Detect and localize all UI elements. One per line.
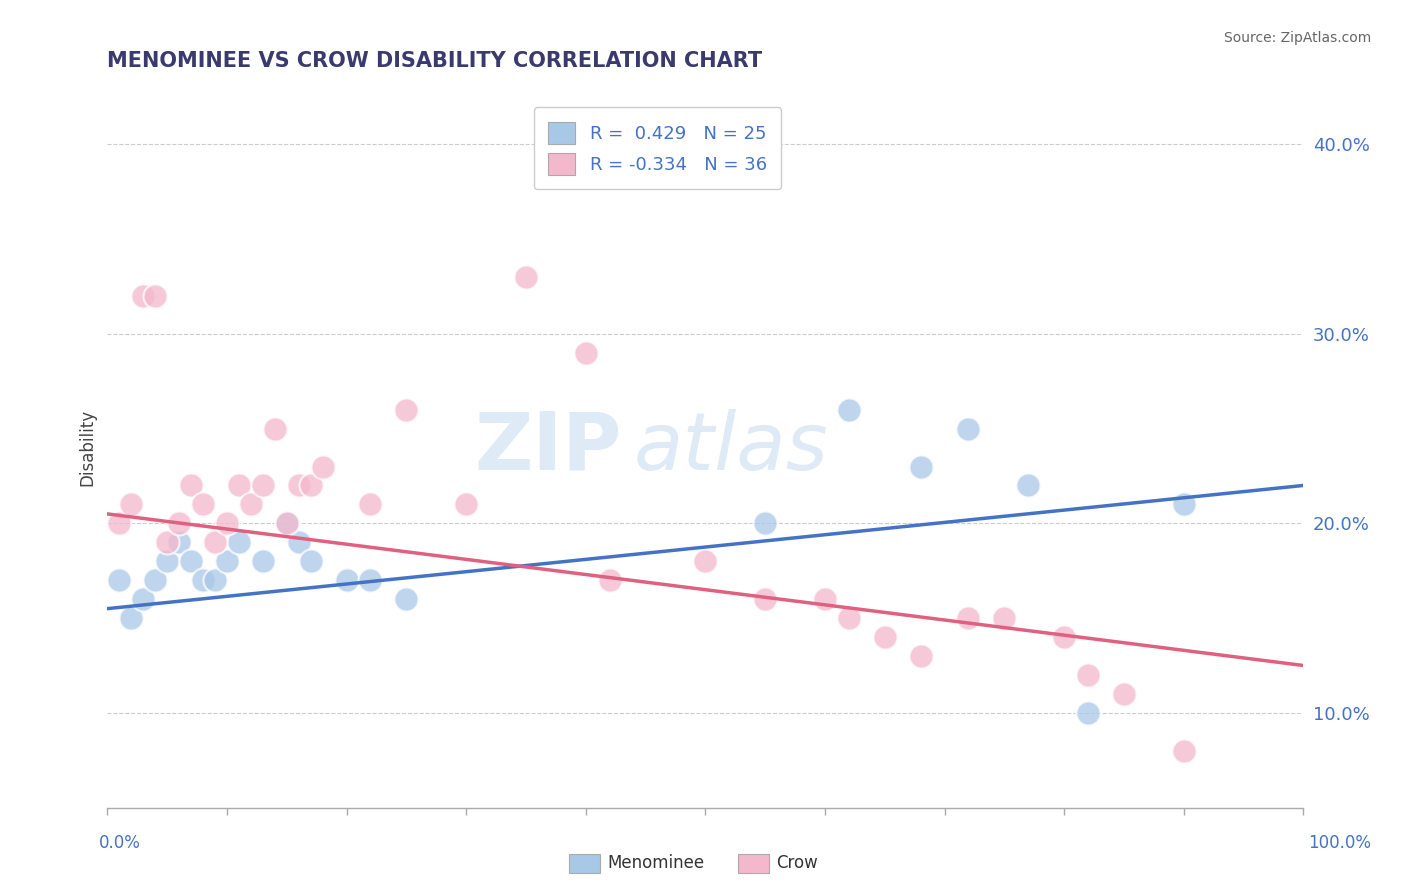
Point — [228, 478, 250, 492]
Point — [754, 516, 776, 531]
Point — [311, 459, 333, 474]
Text: Source: ZipAtlas.com: Source: ZipAtlas.com — [1223, 31, 1371, 45]
Point — [156, 535, 179, 549]
Point — [263, 422, 285, 436]
Point — [215, 554, 238, 568]
Point — [1017, 478, 1039, 492]
Point — [360, 573, 382, 587]
Point — [180, 554, 202, 568]
Point — [204, 535, 226, 549]
Point — [360, 497, 382, 511]
Text: atlas: atlas — [634, 409, 828, 486]
Point — [695, 554, 717, 568]
Point — [167, 535, 190, 549]
Point — [814, 592, 837, 607]
Point — [957, 422, 980, 436]
Point — [873, 630, 896, 644]
Legend: R =  0.429   N = 25, R = -0.334   N = 36: R = 0.429 N = 25, R = -0.334 N = 36 — [534, 107, 782, 189]
Y-axis label: Disability: Disability — [79, 409, 96, 486]
Point — [287, 478, 309, 492]
Point — [1112, 687, 1135, 701]
Point — [575, 346, 598, 360]
Point — [156, 554, 179, 568]
Point — [335, 573, 357, 587]
Point — [191, 497, 214, 511]
Point — [132, 289, 155, 303]
Point — [1173, 497, 1195, 511]
Point — [180, 478, 202, 492]
Point — [252, 478, 274, 492]
Point — [204, 573, 226, 587]
Point — [395, 592, 418, 607]
Point — [395, 402, 418, 417]
Point — [1173, 744, 1195, 758]
Point — [132, 592, 155, 607]
Point — [120, 611, 142, 625]
Point — [108, 516, 131, 531]
Point — [838, 402, 860, 417]
Point — [993, 611, 1015, 625]
Point — [120, 497, 142, 511]
Text: 0.0%: 0.0% — [98, 834, 141, 852]
Point — [910, 648, 932, 663]
Point — [276, 516, 298, 531]
Point — [910, 459, 932, 474]
Point — [754, 592, 776, 607]
Point — [299, 554, 322, 568]
Point — [276, 516, 298, 531]
Point — [515, 270, 537, 285]
Point — [456, 497, 478, 511]
Point — [1053, 630, 1076, 644]
Point — [228, 535, 250, 549]
Point — [599, 573, 621, 587]
Point — [1077, 668, 1099, 682]
Point — [252, 554, 274, 568]
Point — [215, 516, 238, 531]
Text: Menominee: Menominee — [607, 854, 704, 871]
Point — [143, 573, 166, 587]
Text: Crow: Crow — [776, 854, 818, 871]
Point — [191, 573, 214, 587]
Point — [838, 611, 860, 625]
Text: ZIP: ZIP — [474, 409, 621, 486]
Point — [143, 289, 166, 303]
Point — [108, 573, 131, 587]
Text: 100.0%: 100.0% — [1308, 834, 1371, 852]
Point — [1077, 706, 1099, 720]
Point — [287, 535, 309, 549]
Point — [957, 611, 980, 625]
Text: MENOMINEE VS CROW DISABILITY CORRELATION CHART: MENOMINEE VS CROW DISABILITY CORRELATION… — [107, 51, 762, 70]
Point — [239, 497, 262, 511]
Point — [167, 516, 190, 531]
Point — [299, 478, 322, 492]
